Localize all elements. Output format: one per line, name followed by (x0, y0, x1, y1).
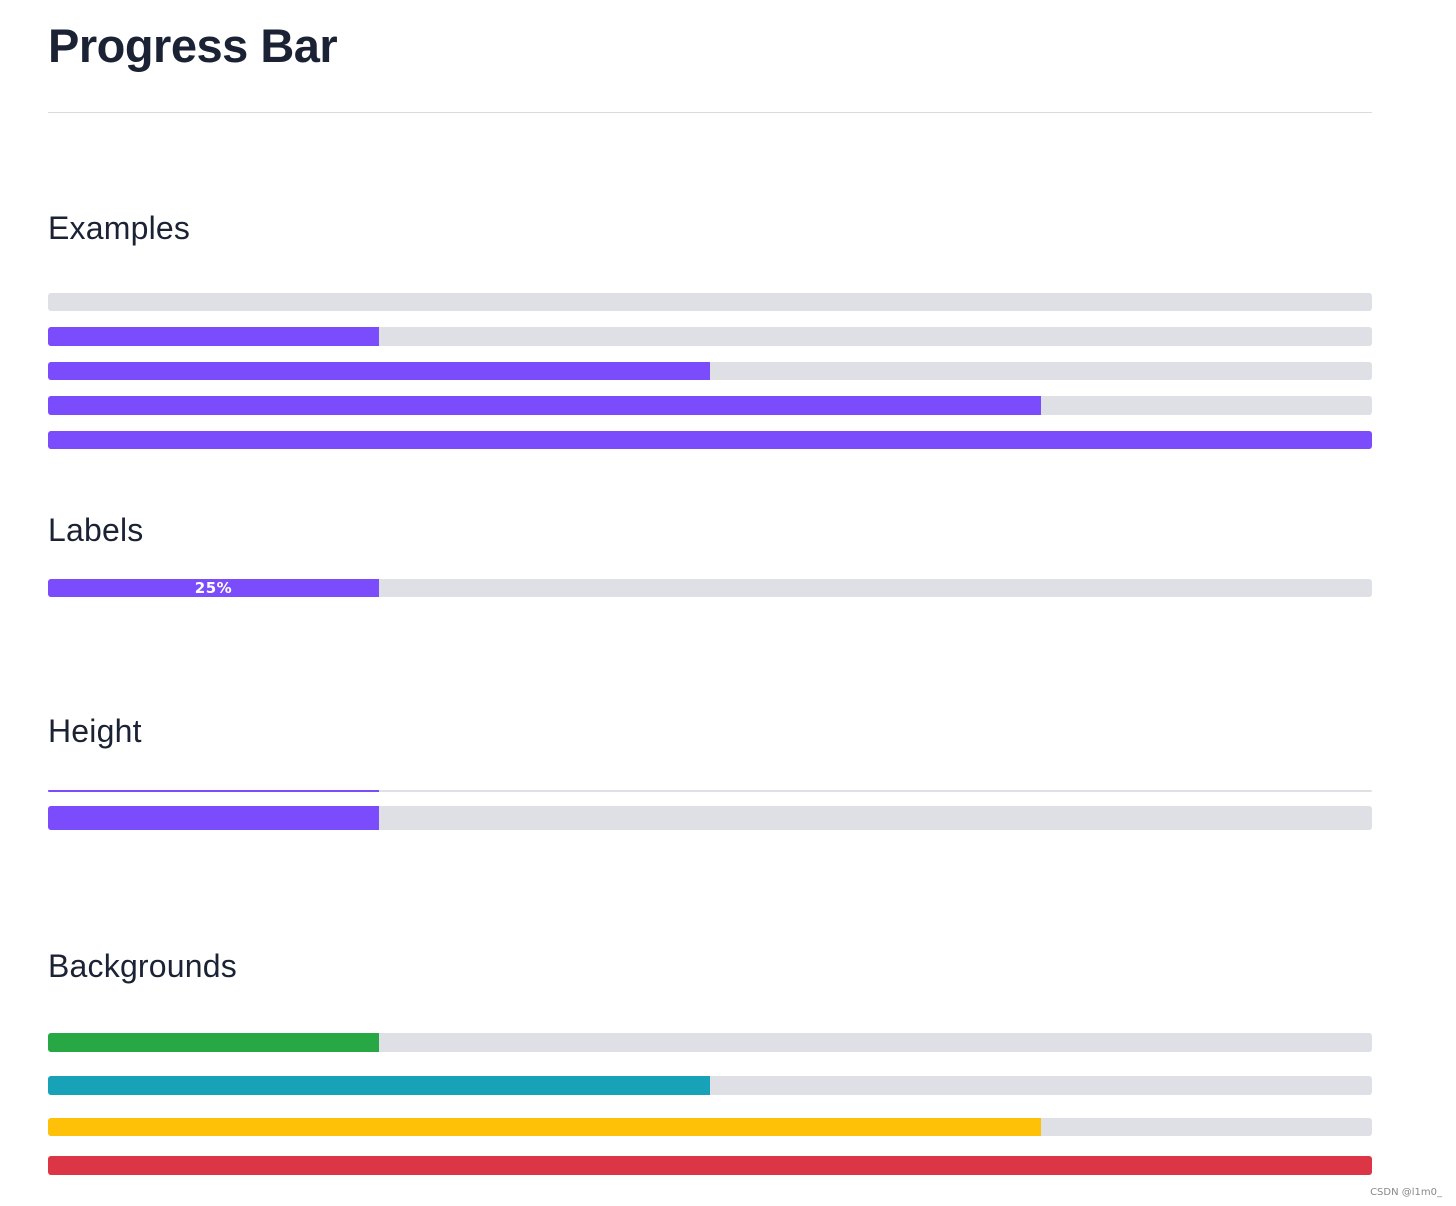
progress-label: 25% (194, 579, 233, 597)
progress-fill (48, 790, 379, 792)
progress-bar-thin (48, 790, 1372, 792)
progress-fill: 25% (48, 579, 379, 597)
examples-heading: Examples (48, 210, 191, 246)
page-title: Progress Bar (48, 19, 338, 72)
progress-fill (48, 1033, 379, 1052)
progress-fill (48, 806, 379, 830)
progress-fill (48, 1156, 1372, 1175)
progress-bar (48, 431, 1372, 449)
progress-fill (48, 1118, 1041, 1136)
progress-bar-success (48, 1033, 1372, 1052)
backgrounds-heading: Backgrounds (48, 948, 237, 984)
labels-heading: Labels (48, 512, 144, 548)
progress-bar (48, 327, 1372, 346)
progress-fill (48, 1076, 710, 1095)
progress-bar (48, 362, 1372, 380)
height-heading: Height (48, 713, 142, 749)
progress-fill (48, 327, 379, 346)
progress-bar-info (48, 1076, 1372, 1095)
progress-bar (48, 293, 1372, 311)
progress-fill (48, 396, 1041, 415)
progress-bar-warning (48, 1118, 1372, 1136)
watermark: CSDN @l1m0_ (1370, 1187, 1442, 1198)
progress-bar-tall (48, 806, 1372, 830)
progress-bar-danger (48, 1156, 1372, 1175)
progress-bar (48, 396, 1372, 415)
progress-fill (48, 431, 1372, 449)
progress-bar-labeled: 25% (48, 579, 1372, 597)
progress-fill (48, 362, 710, 380)
title-divider (48, 112, 1372, 113)
